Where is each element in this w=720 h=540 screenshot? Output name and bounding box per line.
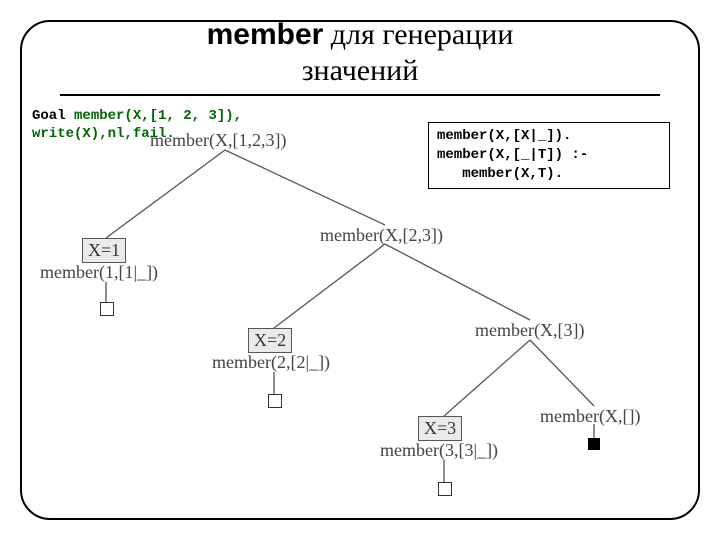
binding-x2: X=2 xyxy=(248,328,292,353)
slide-title: member для генерации xyxy=(0,18,720,52)
title-keyword: member xyxy=(207,18,324,51)
success-box-1 xyxy=(100,302,114,316)
tree-leaf-2: member(2,[2|_]) xyxy=(212,352,330,373)
goal-prefix: Goal xyxy=(32,108,74,124)
tree-node-empty: member(X,[]) xyxy=(540,406,640,427)
success-box-3 xyxy=(438,482,452,496)
fail-box xyxy=(588,438,600,450)
tree-node-3: member(X,[3]) xyxy=(475,320,584,341)
tree-node-23: member(X,[2,3]) xyxy=(320,225,443,246)
tree-leaf-3: member(3,[3|_]) xyxy=(380,440,498,461)
success-box-2 xyxy=(268,394,282,408)
slide-title-line2: значений xyxy=(0,54,720,88)
title-underline xyxy=(60,94,660,96)
title-rest: для генерации xyxy=(323,18,513,51)
goal-call: member(X,[1, 2, 3]), xyxy=(74,108,242,124)
binding-x3: X=3 xyxy=(418,416,462,441)
tree-node-root: member(X,[1,2,3]) xyxy=(150,130,286,151)
binding-x1: X=1 xyxy=(82,238,126,263)
definition-box: member(X,[X|_]). member(X,[_|T]) :- memb… xyxy=(428,122,670,189)
tree-leaf-1: member(1,[1|_]) xyxy=(40,262,158,283)
